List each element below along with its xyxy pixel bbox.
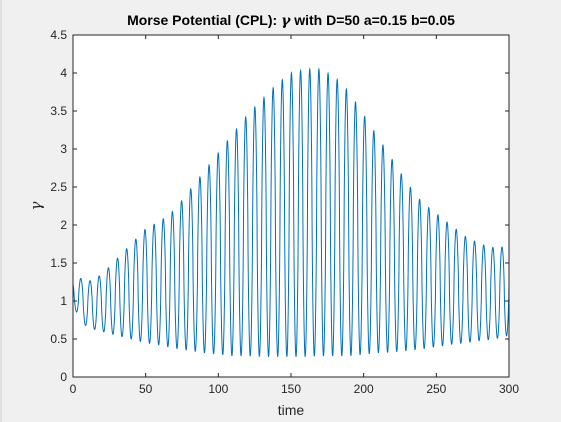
series-layer xyxy=(72,67,510,357)
x-tick-label: 300 xyxy=(499,382,519,396)
y-tick-label: 2 xyxy=(60,218,67,232)
chart-title-suffix: with D=50 a=0.15 b=0.05 xyxy=(290,12,455,28)
x-tick-label: 200 xyxy=(354,382,374,396)
window-edge xyxy=(0,0,2,422)
chart-title-prefix: Morse Potential (CPL): xyxy=(127,12,281,28)
y-tick-label: 3.5 xyxy=(50,104,67,118)
y-tick-label: 1.5 xyxy=(50,256,67,270)
x-tick-label: 250 xyxy=(426,382,446,396)
tick-layer: 0 50 100 150 200 250 300 0 0.5 1 1.5 2 2.5 3 3.5 4 4.5 xyxy=(50,28,519,396)
chart-title-gamma: γ xyxy=(281,13,291,29)
y-tick-label: 4.5 xyxy=(50,28,67,42)
y-tick-label: 2.5 xyxy=(50,180,67,194)
y-tick-label: 0 xyxy=(60,370,67,384)
y-tick-label: 3 xyxy=(60,142,67,156)
axes: 0 50 100 150 200 250 300 0 0.5 1 1.5 2 2.5 3 3.5 4 4.5 xyxy=(50,28,519,396)
chart-title: Morse Potential (CPL): γ with D=50 a=0.1… xyxy=(127,12,455,29)
y-tick-label: 1 xyxy=(60,294,67,308)
x-tick-label: 50 xyxy=(139,382,153,396)
series-line-gamma xyxy=(72,67,510,357)
x-tick-label: 150 xyxy=(281,382,301,396)
y-tick-label: 0.5 xyxy=(50,332,67,346)
x-axis-label: time xyxy=(278,402,305,418)
x-tick-label: 0 xyxy=(70,382,77,396)
y-tick-label: 4 xyxy=(60,66,67,80)
x-tick-label: 100 xyxy=(208,382,228,396)
y-axis-label: γ xyxy=(27,201,45,210)
